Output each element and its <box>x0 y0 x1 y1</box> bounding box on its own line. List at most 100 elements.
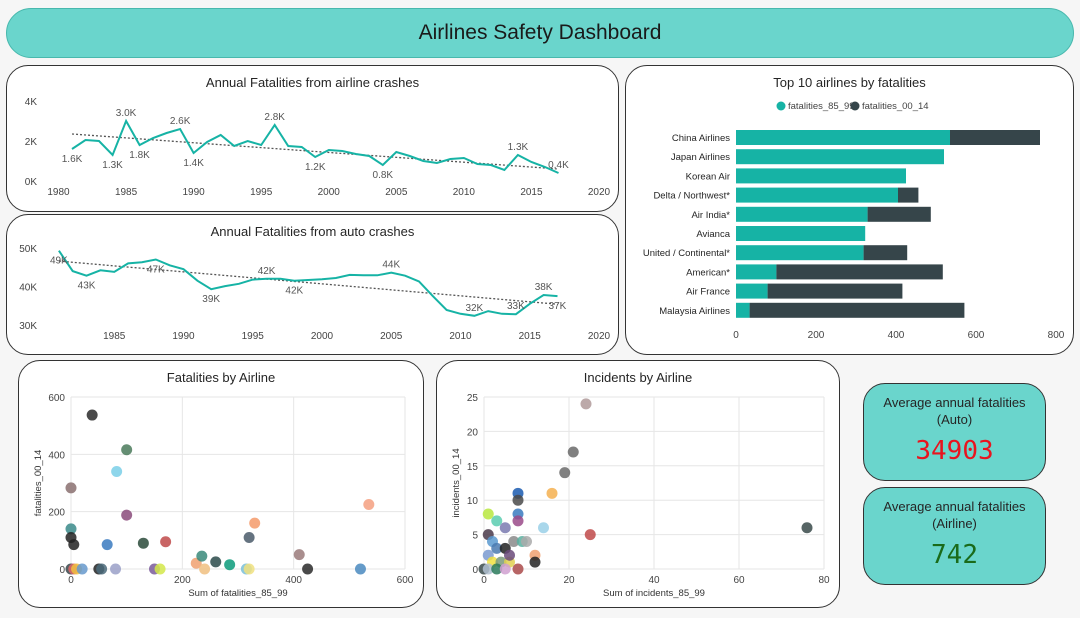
bar-segment <box>736 130 950 145</box>
dashboard-title: Airlines Safety Dashboard <box>6 8 1074 58</box>
scatter-point <box>546 487 558 499</box>
kpi-airline-value: 742 <box>931 540 978 570</box>
auto-fatalities-panel[interactable]: Annual Fatalities from auto crashes 30K 4… <box>6 214 619 355</box>
x-axis-title: Sum of fatalities_85_99 <box>188 588 287 599</box>
bar-segment <box>736 187 898 203</box>
scatter-point <box>499 563 511 575</box>
airline-fatalities-panel[interactable]: Annual Fatalities from airline crashes 0… <box>6 65 619 212</box>
scatter-point <box>293 549 305 561</box>
y-tick-label: 400 <box>48 450 65 461</box>
x-tick-label: 1980 <box>47 187 70 198</box>
scatter-point <box>491 563 503 575</box>
data-label: 0.4K <box>548 160 569 171</box>
x-tick-label: 2020 <box>588 331 611 342</box>
legend-label: fatalities_85_99 <box>788 101 855 112</box>
scatter-point <box>196 550 208 562</box>
scatter-point <box>121 509 133 521</box>
x-tick-label: 400 <box>888 330 905 341</box>
scatter-point <box>508 535 520 547</box>
scatter-point <box>249 517 261 529</box>
bar-segment <box>736 302 750 318</box>
x-tick-label: 0 <box>733 330 739 341</box>
data-label: 43K <box>78 281 96 292</box>
x-tick-label: 1985 <box>103 331 126 342</box>
scatter-point <box>580 398 592 410</box>
legend-label: fatalities_00_14 <box>862 101 929 112</box>
scatter-point <box>584 529 596 541</box>
kpi-airline-label: Average annual fatalities (Airline) <box>883 499 1026 531</box>
incidents-scatter-chart[interactable]: 0 20 40 60 80 0 5 10 15 20 25 Sum of incidents_85_9… <box>437 361 841 609</box>
series-line <box>58 250 558 317</box>
trend-line <box>71 133 559 170</box>
data-label: 42K <box>258 266 276 277</box>
auto-chart-title: Annual Fatalities from auto crashes <box>210 224 415 239</box>
bar-segment <box>736 149 944 165</box>
bar-segment <box>736 283 768 299</box>
data-label: 39K <box>202 294 220 305</box>
scatter-point <box>499 522 511 534</box>
y-tick-label: 20 <box>467 427 479 438</box>
data-label: 32K <box>465 303 483 314</box>
scatter-point <box>529 556 541 568</box>
scatter-point <box>567 446 579 458</box>
trend-line <box>58 260 558 305</box>
x-tick-label: 2000 <box>318 187 341 198</box>
x-tick-label: 0 <box>68 575 74 586</box>
scatter-point <box>101 539 113 551</box>
x-tick-label: 600 <box>968 330 985 341</box>
scatter-point <box>110 563 122 575</box>
y-tick-label: 0K <box>25 177 38 188</box>
auto-line-chart[interactable]: 30K 40K 50K 1985 1990 1995 2000 2005 2010 2015 202… <box>7 215 620 356</box>
bar-segment <box>736 226 866 241</box>
scatter-point <box>68 539 80 551</box>
legend-marker <box>850 101 860 111</box>
x-tick-label: 2005 <box>385 187 408 198</box>
y-tick-label: 10 <box>467 496 479 507</box>
scatter-point <box>363 499 375 510</box>
top10-bar-chart[interactable]: fatalities_85_99 fatalities_00_14 China Ai… <box>626 66 1075 356</box>
data-label: 2.8K <box>264 112 285 123</box>
scatter-point <box>354 563 366 575</box>
x-tick-label: 2015 <box>519 331 542 342</box>
scatter-point <box>491 542 503 554</box>
incidents-by-airline-panel[interactable]: Incidents by Airline 0 20 40 60 80 0 5 10 15 20 25… <box>436 360 840 608</box>
x-tick-label: 2020 <box>588 187 611 198</box>
data-label: 38K <box>535 282 553 293</box>
data-label: 1.2K <box>305 162 326 173</box>
x-tick-label: 1990 <box>172 331 195 342</box>
y-tick-label: 0 <box>472 565 478 576</box>
data-label: 3.0K <box>116 108 137 119</box>
x-tick-label: 2000 <box>311 331 334 342</box>
kpi-auto-value: 34903 <box>915 436 994 466</box>
x-tick-label: 1990 <box>183 187 206 198</box>
fatalities-by-airline-panel[interactable]: Fatalities by Airline 0 200 400 600 0 200 400 6… <box>18 360 424 608</box>
y-tick-label: 5 <box>472 531 478 542</box>
x-tick-label: 60 <box>733 575 745 586</box>
scatter-point <box>559 467 571 479</box>
bar-segment <box>736 264 777 280</box>
airline-line-chart[interactable]: 0K 2K 4K 1980 1985 1990 1995 2000 2005 2010 2015 20… <box>7 66 620 213</box>
data-label: 1.3K <box>508 142 529 153</box>
category-label: Malaysia Airlines <box>659 306 730 317</box>
scatter-point <box>111 466 123 478</box>
data-label: 42K <box>285 286 303 297</box>
scatter-point <box>86 409 98 421</box>
category-label: United / Continental* <box>643 248 730 259</box>
bar-segment <box>736 168 906 184</box>
category-label: Air India* <box>691 210 730 221</box>
x-tick-label: 20 <box>563 575 575 586</box>
fatalities-scatter-chart[interactable]: 0 200 400 600 0 200 400 600 Sum of fatalities_85… <box>19 361 425 609</box>
category-label: American* <box>686 267 730 278</box>
x-tick-label: 800 <box>1048 330 1065 341</box>
x-tick-label: 1985 <box>115 187 138 198</box>
category-label: Delta / Northwest* <box>653 191 730 202</box>
data-label: 33K <box>507 301 525 312</box>
scatter-point <box>504 549 515 561</box>
scatter-point <box>65 482 77 494</box>
top10-airlines-panel[interactable]: Top 10 airlines by fatalities fatalities… <box>625 65 1074 355</box>
y-tick-label: 0 <box>59 565 65 576</box>
y-axis-title: fatalities_00_14 <box>33 450 44 517</box>
data-label: 47K <box>147 265 165 276</box>
scatter-point <box>243 531 255 543</box>
bar-segment <box>736 245 864 261</box>
